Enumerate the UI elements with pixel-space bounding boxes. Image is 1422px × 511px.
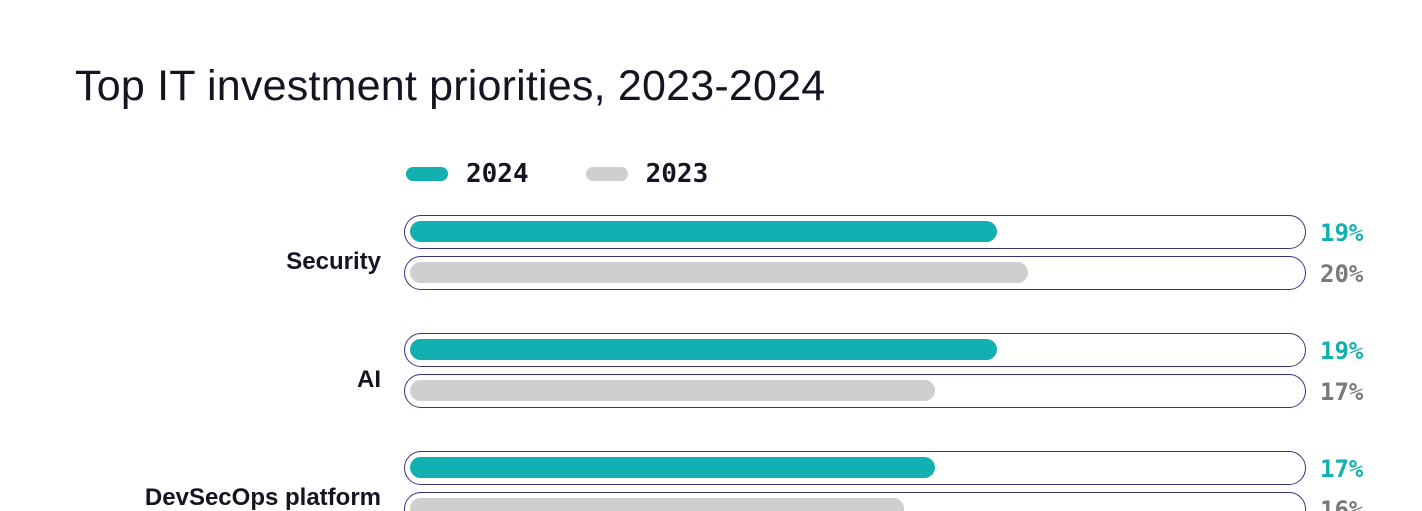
legend: 2024 2023	[406, 157, 765, 191]
value-label-security-2024: 19%	[1320, 219, 1364, 247]
category-label-ai: AI	[357, 365, 381, 393]
bar-security-2024	[410, 221, 998, 242]
chart-title: Top IT investment priorities, 2023-2024	[75, 62, 826, 110]
legend-label-2024: 2024	[466, 159, 529, 189]
legend-item-2023: 2023	[585, 159, 709, 189]
legend-swatch-2024	[406, 167, 448, 181]
legend-item-2024: 2024	[406, 159, 529, 189]
bar-track-devsecops-platform-2023	[404, 492, 1306, 511]
bar-ai-2023	[410, 380, 936, 401]
legend-label-2023: 2023	[645, 159, 709, 189]
bar-track-ai-2023	[404, 374, 1306, 408]
value-label-ai-2024: 19%	[1320, 337, 1364, 365]
value-label-security-2023: 20%	[1320, 260, 1364, 288]
category-label-devsecops-platform: DevSecOps platform	[144, 483, 381, 511]
bar-track-security-2023	[404, 256, 1306, 290]
value-label-devsecops-platform-2023: 16%	[1320, 496, 1364, 511]
value-label-devsecops-platform-2024: 17%	[1320, 455, 1364, 483]
bar-devsecops-platform-2024	[410, 457, 936, 478]
bar-track-devsecops-platform-2024	[404, 451, 1306, 485]
legend-swatch-2023	[585, 167, 628, 181]
bar-track-ai-2024	[404, 333, 1306, 367]
value-label-ai-2023: 17%	[1320, 378, 1364, 406]
category-label-security: Security	[286, 247, 381, 275]
bar-track-security-2024	[404, 215, 1306, 249]
bar-devsecops-platform-2023	[410, 498, 905, 511]
bar-security-2023	[410, 262, 1028, 283]
bar-ai-2024	[410, 339, 998, 360]
